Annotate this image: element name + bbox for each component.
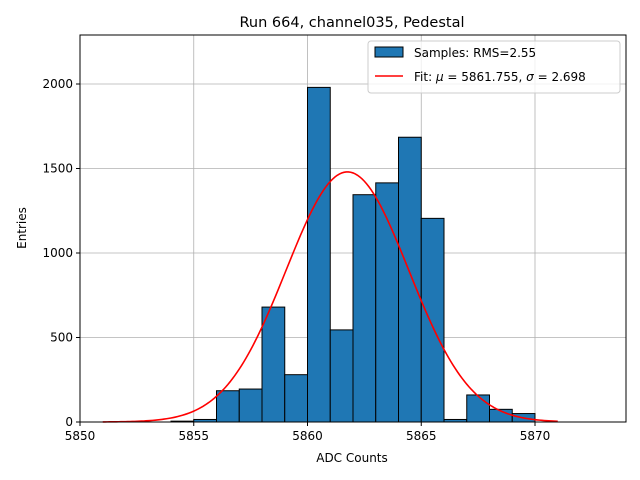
legend-fit-sigma-text: = 2.698: [534, 70, 586, 84]
legend-histogram-label: Samples: RMS=2.55: [414, 46, 536, 60]
x-axis-label: ADC Counts: [316, 451, 388, 465]
histogram-bar: [420, 217, 445, 423]
x-tick-label: 5865: [406, 429, 437, 443]
y-tick-label: 500: [50, 331, 73, 345]
histogram-bars: [170, 86, 536, 423]
histogram-bar: [307, 86, 331, 423]
histogram-bar: [238, 388, 263, 423]
histogram-bar: [398, 136, 422, 423]
x-tick-label: 5870: [520, 429, 551, 443]
y-tick-label: 1000: [42, 246, 73, 260]
legend-fit-sigma-symbol: σ: [526, 70, 534, 84]
histogram-bar: [261, 306, 286, 423]
x-tick-label: 5855: [178, 429, 209, 443]
legend-fit-label: Fit: μ = 5861.755, σ = 2.698: [414, 70, 586, 84]
histogram-bar: [329, 329, 354, 423]
legend-fit-mu-text: = 5861.755,: [444, 70, 527, 84]
legend-histogram-swatch: [374, 46, 404, 58]
fit-curve: [102, 171, 558, 423]
legend-fit-prefix: Fit:: [414, 70, 436, 84]
legend-fit-mu-symbol: μ: [435, 70, 444, 84]
y-tick-label: 2000: [42, 77, 73, 91]
chart-title: Run 664, channel035, Pedestal: [239, 15, 464, 31]
y-axis-label: Entries: [15, 207, 29, 249]
legend: Samples: RMS=2.55 Fit: μ = 5861.755, σ =…: [367, 40, 621, 94]
x-axis-ticks: 5850 5855 5860 5865 5870: [65, 422, 551, 443]
legend-box: [367, 40, 621, 94]
histogram-bar: [352, 194, 377, 423]
x-tick-label: 5850: [65, 429, 96, 443]
histogram-bar: [216, 390, 240, 423]
histogram-bar: [466, 394, 490, 423]
y-tick-label: 1500: [42, 162, 73, 176]
plot-frame: [79, 34, 627, 423]
y-axis-ticks: 0 500 1000 1500 2000: [42, 77, 80, 429]
histogram-bar: [284, 374, 308, 423]
x-tick-label: 5860: [292, 429, 323, 443]
y-tick-label: 0: [65, 415, 73, 429]
